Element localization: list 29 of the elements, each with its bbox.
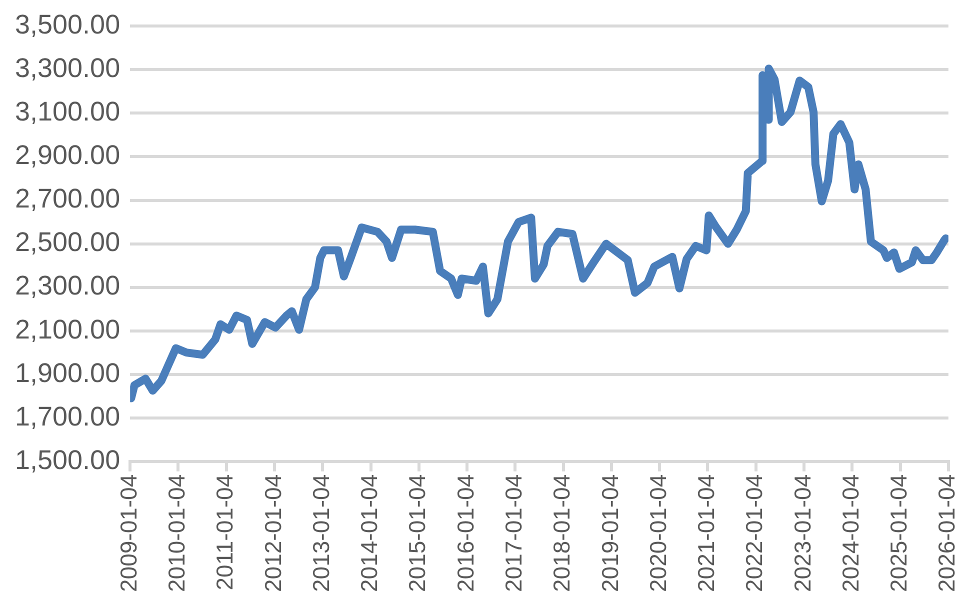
x-tick-label: 2009-01-04 [115, 474, 142, 592]
x-tick-label: 2018-01-04 [548, 474, 575, 592]
x-tick-label: 2024-01-04 [837, 474, 864, 592]
y-tick-label: 2,700.00 [14, 184, 120, 214]
x-tick-label: 2012-01-04 [260, 474, 286, 592]
y-tick-label: 1,900.00 [14, 358, 120, 388]
y-tick-label: 2,100.00 [14, 314, 120, 344]
y-tick-label: 3,100.00 [14, 96, 120, 127]
x-tick-label: 2013-01-04 [308, 474, 334, 592]
x-tick-label: 2022-01-04 [741, 474, 768, 592]
y-tick-label: 3,500.00 [14, 10, 120, 40]
y-tick-label: 1,700.00 [14, 401, 120, 432]
x-tick-label: 2011-01-04 [212, 474, 238, 590]
y-tick-label: 2,900.00 [14, 140, 120, 170]
x-tick-label: 2017-01-04 [500, 474, 527, 592]
x-tick-label: 2025-01-04 [886, 474, 912, 592]
x-tick-label: 2014-01-04 [356, 474, 382, 592]
y-tick-label: 2,500.00 [14, 227, 120, 258]
x-tick-label: 2020-01-04 [644, 474, 671, 592]
x-tick-label: 2016-01-04 [452, 474, 478, 592]
y-tick-label: 2,300.00 [14, 270, 120, 301]
x-tick-label: 2019-01-04 [596, 474, 623, 592]
x-tick-label: 2026-01-04 [934, 474, 960, 592]
x-tick-label: 2015-01-04 [404, 474, 430, 592]
x-tick-label: 2021-01-04 [693, 474, 720, 592]
y-tick-label: 3,300.00 [14, 53, 120, 84]
x-tick-label: 2023-01-04 [789, 474, 816, 592]
y-tick-label: 1,500.00 [14, 444, 120, 475]
x-tick-label: 2010-01-04 [164, 474, 190, 592]
